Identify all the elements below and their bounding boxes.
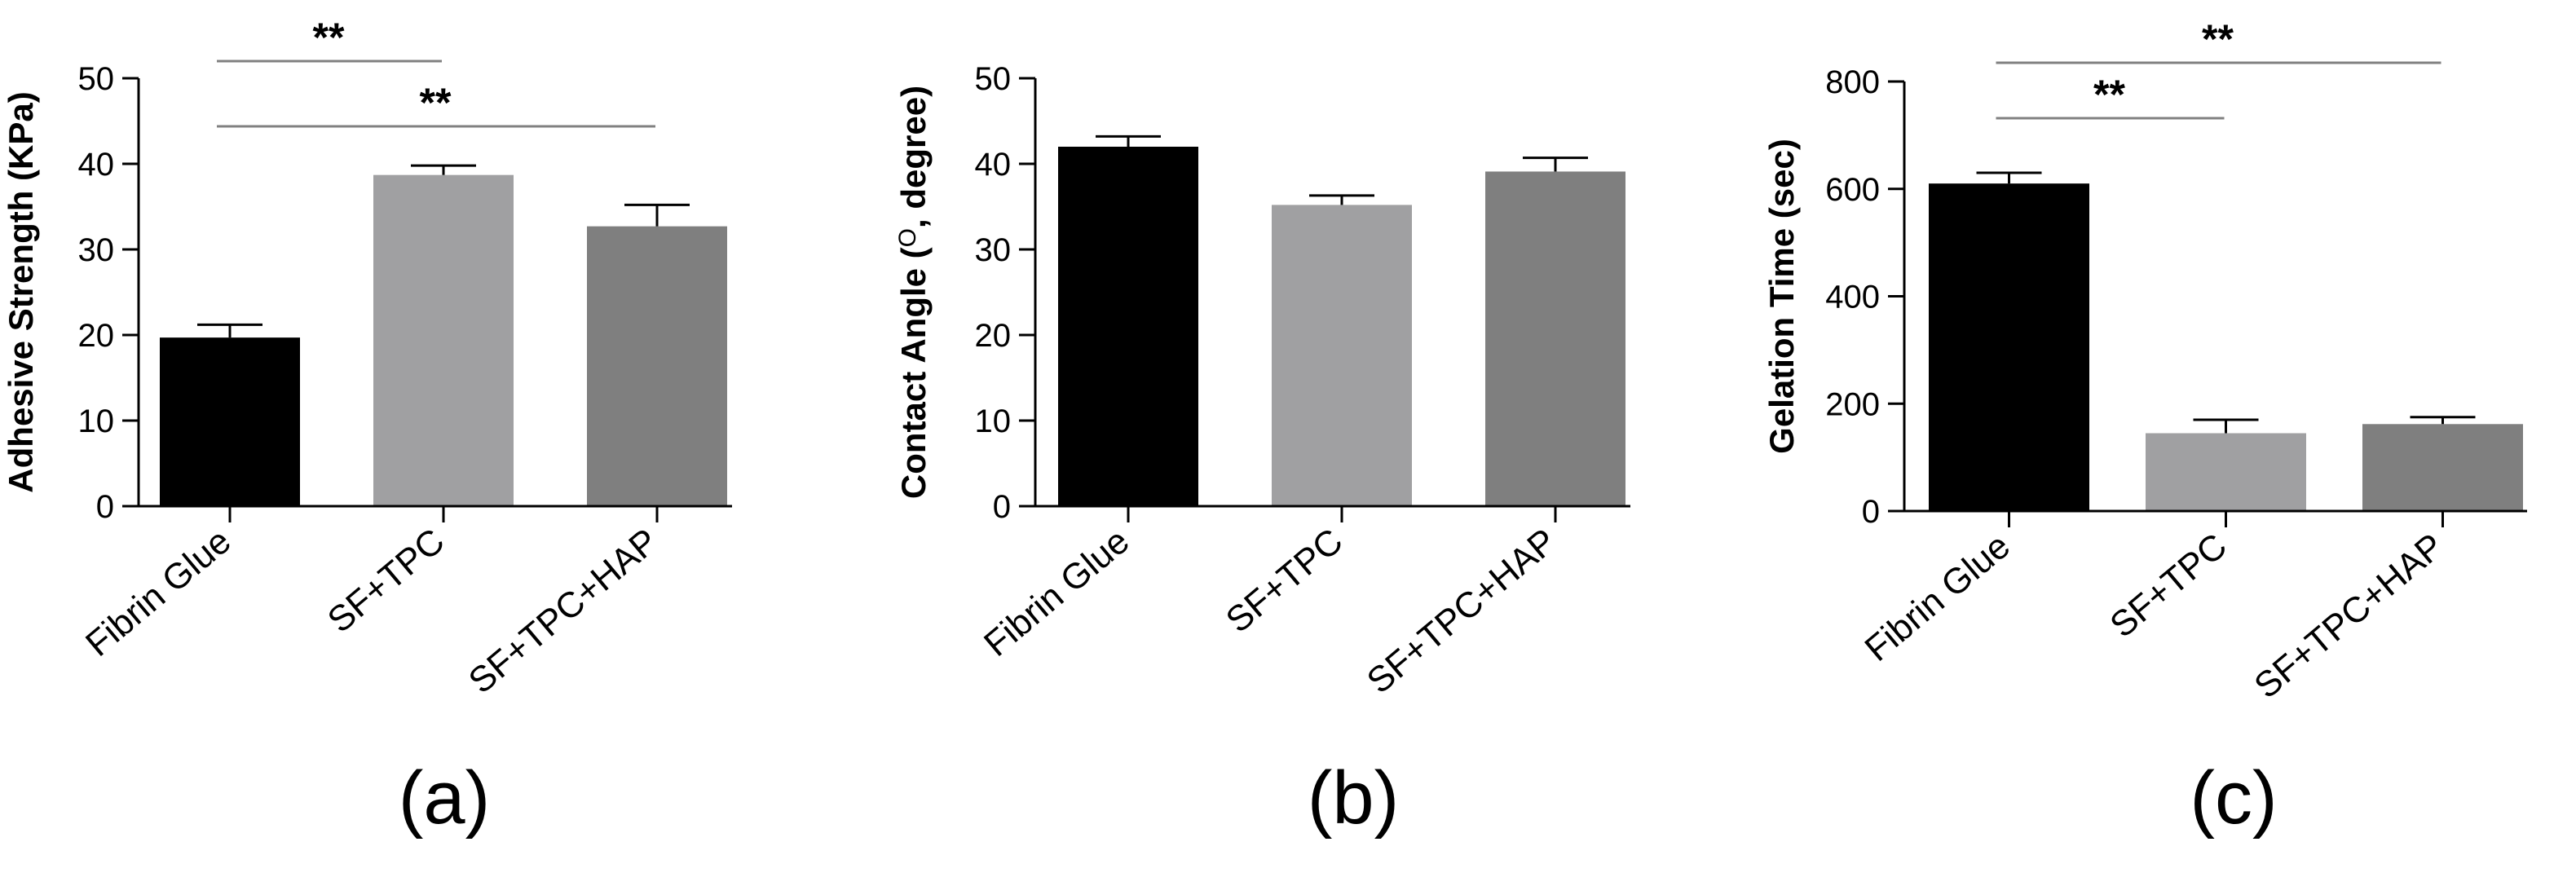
y-tick-label: 800 [1825, 64, 1880, 100]
error-bar-1 [1096, 134, 1161, 147]
y-tick-label: 40 [78, 147, 115, 183]
y-tick-label: 20 [78, 318, 115, 354]
error-bar-3 [624, 203, 690, 227]
y-tick-label: 40 [975, 147, 1012, 183]
y-axis-title: Adhesive Strength (KPa) [2, 91, 40, 492]
panel-label: (b) [1308, 756, 1399, 840]
y-tick-label: 30 [78, 232, 115, 268]
bar-1 [1929, 183, 2089, 511]
y-tick-label: 400 [1825, 280, 1880, 315]
x-tick-label: SF+TPC+HAP [461, 521, 666, 701]
bar-3 [1485, 171, 1625, 506]
bar-2 [373, 174, 514, 506]
significance-bracket: ** [1996, 72, 2225, 120]
error-bar-1 [1976, 171, 2042, 184]
x-tick-label: Fibrin Glue [977, 521, 1136, 664]
panel-c: 0 200 400 600 800 Fibrin Glue SF+TPC SF+TPC+HAP… [1762, 16, 2527, 840]
y-tick-label: 30 [975, 232, 1012, 268]
y-tick-label: 10 [78, 403, 115, 439]
x-tick-label: Fibrin Glue [78, 521, 238, 664]
error-bar-3 [2410, 416, 2476, 425]
bar-3 [2362, 424, 2523, 511]
y-tick-label: 0 [1862, 494, 1880, 530]
error-bar-2 [1309, 194, 1374, 205]
y-tick-label: 50 [78, 61, 115, 97]
y-tick-label: 0 [993, 489, 1011, 525]
x-tick-label: SF+TPC [2102, 526, 2234, 646]
error-bar-1 [197, 323, 262, 338]
bar-2 [2146, 433, 2306, 511]
error-bar-2 [2193, 418, 2259, 434]
significance-label: ** [420, 80, 452, 126]
y-tick-label: 600 [1825, 172, 1880, 208]
y-tick-label: 50 [975, 61, 1012, 97]
significance-bracket: ** [217, 15, 442, 63]
x-tick-label: SF+TPC [320, 521, 452, 641]
significance-bracket: ** [217, 80, 655, 128]
y-tick-label: 10 [975, 403, 1012, 439]
y-tick-label: 0 [96, 489, 114, 525]
x-tick-label: Fibrin Glue [1858, 526, 2018, 669]
error-bar-2 [411, 164, 476, 175]
bar-1 [1058, 147, 1198, 506]
panel-label: (c) [2190, 756, 2277, 840]
significance-bracket: ** [1996, 16, 2441, 64]
x-tick-label: SF+TPC+HAP [1360, 521, 1564, 701]
significance-label: ** [2202, 16, 2234, 62]
y-tick-label: 20 [975, 318, 1012, 354]
error-bar-3 [1523, 156, 1588, 172]
bar-3 [587, 226, 727, 506]
x-tick-label: SF+TPC [1219, 521, 1351, 641]
bar-1 [160, 337, 300, 506]
significance-label: ** [2093, 72, 2125, 117]
y-axis-title: Gelation Time (sec) [1762, 139, 1801, 454]
bar-2 [1272, 205, 1412, 506]
panel-a: 0 10 20 30 40 50 Fibrin Glue SF+TPC SF+TPC+HAP Ad… [2, 15, 732, 840]
y-tick-label: 200 [1825, 386, 1880, 422]
x-tick-label: SF+TPC+HAP [2247, 526, 2451, 706]
significance-label: ** [313, 15, 345, 60]
panel-b: 0 10 20 30 40 50 Fibrin Glue SF+TPC SF+TPC+HAP Co… [894, 61, 1630, 840]
y-axis-title: Contact Angle (O, degree) [894, 86, 933, 499]
panel-label: (a) [399, 756, 490, 840]
